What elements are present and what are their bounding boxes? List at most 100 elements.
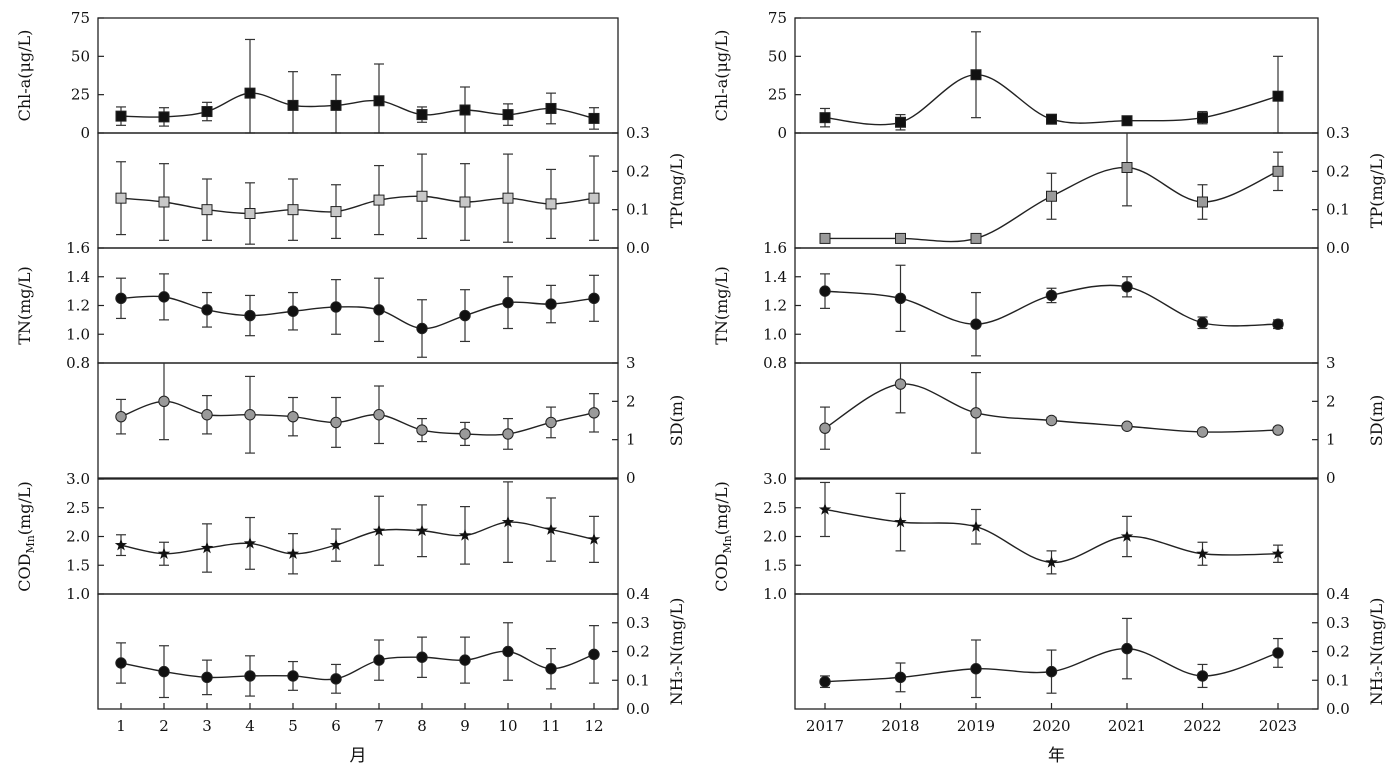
data-point-circle (330, 673, 342, 685)
data-point-square (330, 206, 342, 218)
data-point-circle (416, 651, 428, 663)
x-tick-label: 6 (331, 717, 341, 735)
data-point-square (502, 192, 514, 204)
y-tick-label: 0.1 (626, 201, 650, 219)
y-tick-label: 0.3 (1326, 614, 1350, 632)
data-point-square (115, 110, 127, 122)
subplot-frame (97, 362, 619, 479)
data-point-star (501, 515, 515, 528)
data-point-square (588, 192, 600, 204)
subplot-chl-a: 0 25 50 75 Chl-a(μg/L) (712, 9, 1319, 142)
y-axis-title: Chl-a(μg/L) (15, 30, 34, 122)
data-point-square (895, 116, 906, 128)
y-axis-title: TN(mg/L) (712, 266, 731, 345)
y-tick-label: 0.2 (1326, 162, 1350, 180)
x-tick-label: 10 (498, 717, 517, 735)
data-point-star (544, 523, 558, 535)
y-tick-label: 0.0 (626, 700, 650, 718)
y-tick-label: 0.1 (1326, 671, 1350, 689)
subplot-sd: 0 1 2 3 SD(m) (794, 354, 1386, 487)
subplot-frame (794, 362, 1319, 479)
series-line-chl-a (120, 92, 595, 120)
data-point-circle (201, 671, 213, 684)
x-tick-label: 2021 (1108, 717, 1146, 735)
data-point-circle (287, 670, 299, 682)
y-tick-label: 1.5 (763, 556, 787, 574)
y-axis-title: CODMn(mg/L) (15, 481, 37, 591)
error-bar (245, 38, 255, 134)
series-line-tp (120, 195, 595, 215)
data-point-square (373, 95, 385, 107)
data-point-square (416, 190, 428, 202)
data-point-circle (970, 407, 982, 419)
data-point-circle (970, 318, 982, 330)
data-point-square (895, 232, 906, 244)
data-point-star (458, 528, 472, 541)
y-tick-label: 1 (1326, 431, 1336, 449)
x-tick-label: 12 (584, 717, 603, 735)
y-axis-title: TP(mg/L) (1367, 153, 1386, 228)
data-point-circle (373, 304, 385, 316)
data-point-circle (1121, 642, 1133, 655)
data-point-circle (819, 675, 831, 688)
subplot-sd: 0 1 2 3 SD(m) (97, 354, 686, 487)
data-point-star (969, 520, 983, 532)
y-tick-label: 2 (626, 392, 636, 410)
subplot-frame (97, 132, 619, 249)
data-point-circle (819, 422, 831, 434)
x-tick-label: 1 (116, 717, 126, 735)
subplot-frame (97, 247, 619, 364)
y-tick-label: 1.6 (66, 239, 90, 257)
y-tick-label: 2.5 (66, 499, 90, 517)
y-tick-label: 2 (1326, 392, 1336, 410)
subplot-nh3-n: 0.0 0.1 0.2 0.3 0.4 NH₃-N(mg/L) (97, 585, 686, 718)
data-point-circle (502, 296, 514, 309)
data-point-circle (459, 428, 471, 440)
x-tick-label: 4 (245, 717, 255, 735)
y-tick-label: 1.2 (763, 297, 787, 315)
data-point-circle (545, 663, 557, 675)
data-point-circle (459, 309, 471, 322)
data-point-circle (502, 645, 514, 658)
data-point-circle (1045, 414, 1058, 427)
subplot-tn: 0.8 1.0 1.2 1.4 1.6 TN(mg/L) (15, 239, 619, 372)
data-point-square (545, 198, 557, 210)
x-tick-label: 2020 (1032, 717, 1070, 735)
data-point-star (243, 536, 257, 549)
data-point-square (330, 99, 342, 111)
panel-monthly: 0255075Chl-a(μg/L)0.00.10.20.3TP(mg/L)0.… (15, 9, 686, 766)
data-point-square (1121, 115, 1133, 127)
x-tick-label: 3 (202, 717, 212, 735)
y-tick-label: 75 (768, 9, 787, 27)
data-point-square (373, 194, 385, 206)
data-point-circle (115, 657, 127, 669)
data-point-circle (588, 648, 600, 661)
data-point-square (819, 232, 831, 244)
y-tick-label: 0.0 (626, 239, 650, 257)
data-point-circle (201, 304, 213, 316)
y-tick-label: 1.5 (66, 556, 90, 574)
data-point-square (1046, 113, 1057, 125)
data-point-square (459, 196, 471, 208)
y-tick-label: 0.1 (626, 671, 650, 689)
data-point-circle (1045, 665, 1058, 678)
y-tick-label: 1 (626, 431, 636, 449)
data-point-square (158, 111, 170, 123)
data-point-circle (1196, 426, 1209, 438)
x-axis-title: 年 (1048, 746, 1065, 766)
data-point-circle (115, 410, 127, 423)
y-tick-label: 0.0 (1326, 239, 1350, 257)
y-tick-label: 2.0 (66, 528, 90, 546)
data-point-star (286, 547, 300, 560)
subplot-tn: 0.8 1.0 1.2 1.4 1.6 TN(mg/L) (712, 239, 1319, 372)
y-tick-label: 0.4 (626, 585, 650, 603)
y-tick-label: 0.2 (626, 162, 650, 180)
data-point-circle (158, 665, 170, 678)
data-point-star (1196, 547, 1209, 560)
data-point-star (200, 541, 214, 554)
y-tick-label: 0.2 (626, 643, 650, 661)
subplot-frame (794, 247, 1319, 364)
y-tick-label: 75 (71, 9, 90, 27)
